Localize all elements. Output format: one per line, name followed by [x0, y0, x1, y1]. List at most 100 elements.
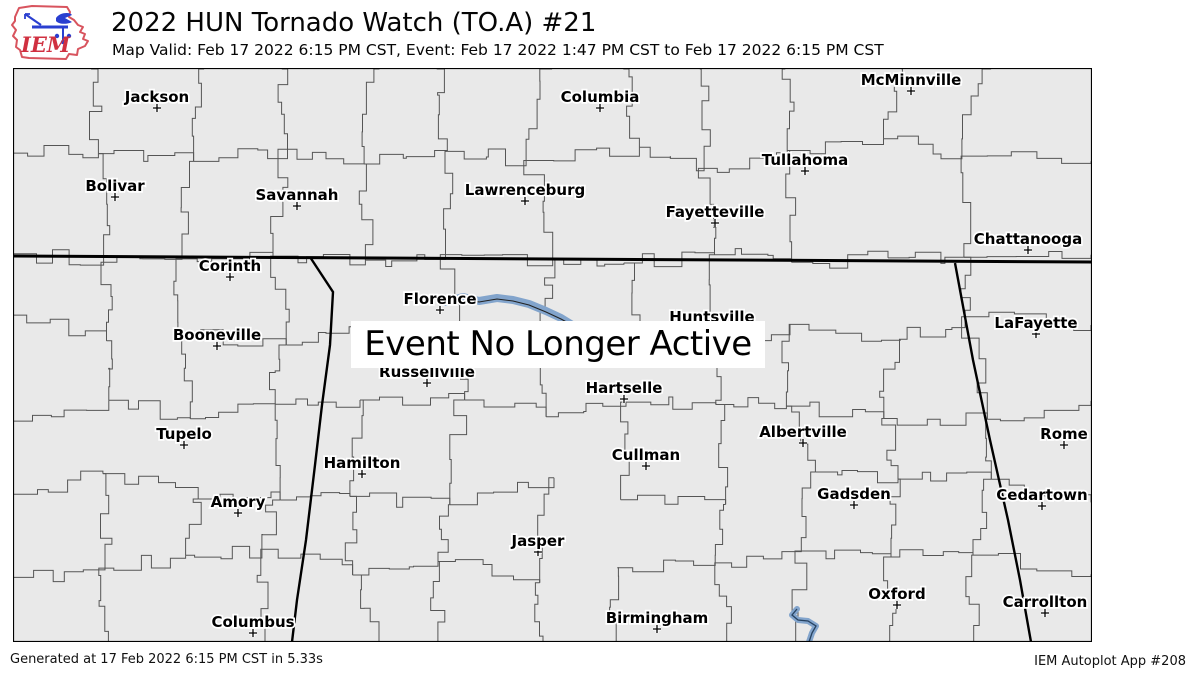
city-label-cullman: Cullman: [612, 446, 680, 464]
county-boundary-line: [786, 405, 816, 472]
county-boundary-line: [198, 491, 281, 508]
city-labels: Jackson Columbia McMinnville Bolivar Savanna…: [84, 69, 1090, 637]
county-boundary-line: [173, 258, 182, 334]
county-boundary-line: [715, 397, 787, 410]
city-marker-cross: [620, 395, 628, 403]
city-label-tupelo: Tupelo: [156, 425, 212, 443]
city-marker-cross: [801, 167, 809, 175]
county-boundary-line: [352, 561, 439, 576]
county-boundary-line: [349, 399, 364, 497]
county-boundary-line: [714, 248, 793, 263]
county-boundary-line: [14, 400, 110, 422]
city-label-savannah: Savannah: [256, 186, 339, 204]
county-boundary-line: [98, 150, 195, 162]
county-boundary-line: [177, 329, 287, 347]
county-boundary-line: [269, 344, 287, 405]
county-boundary-line: [180, 160, 194, 259]
city-marker-cross: [642, 462, 650, 470]
county-boundary-line: [14, 568, 106, 583]
city-label-hamilton: Hamilton: [324, 454, 401, 472]
city-label-lafayette: LaFayette: [994, 314, 1077, 332]
logo-iem-text: IEM: [20, 32, 71, 57]
county-boundary-line: [525, 68, 553, 161]
mississippi-alabama-state-line: [290, 256, 335, 642]
county-boundary-line: [287, 148, 365, 165]
city-label-columbus: Columbus: [211, 613, 294, 631]
county-boundary-line: [715, 404, 729, 505]
map-frame: [13, 68, 1092, 642]
county-boundary-line: [963, 251, 1092, 259]
county-boundary-line: [786, 401, 885, 419]
county-boundary-line: [991, 478, 1092, 503]
county-boundary-line: [464, 399, 547, 417]
weather-vane-icon: [24, 13, 72, 45]
city-label-jasper: Jasper: [511, 532, 566, 550]
rivers: [442, 293, 819, 642]
county-boundary-line: [185, 545, 263, 560]
county-boundary-line: [277, 68, 289, 150]
city-label-corinth: Corinth: [199, 257, 261, 275]
county-boundary-line: [352, 574, 380, 641]
city-label-oxford: Oxford: [868, 585, 925, 603]
county-boundary-line: [965, 311, 1092, 331]
county-boundary-line: [800, 471, 816, 551]
city-marker-cross: [423, 379, 431, 387]
tennessee-state-line: [13, 254, 1092, 264]
county-boundary-line: [626, 396, 717, 410]
county-boundary-line: [900, 316, 966, 340]
header: IEM 2022 HUN Tornado Watch (TO.A) #21 Ma…: [0, 0, 1200, 66]
county-boundary-line: [987, 400, 1092, 422]
city-marker-cross: [1024, 246, 1032, 254]
city-label-albertville: Albertville: [759, 423, 847, 441]
county-boundary-line: [879, 338, 901, 419]
county-boundary-line: [14, 249, 105, 266]
county-boundary-line: [344, 495, 358, 575]
county-boundary-line: [546, 402, 627, 418]
county-boundary-line: [108, 399, 191, 420]
county-boundary-line: [275, 398, 361, 408]
county-boundary-line: [534, 582, 544, 641]
coosa-river-channel: [791, 608, 817, 642]
county-boundary-line: [790, 323, 901, 342]
county-boundary-line: [523, 160, 554, 260]
county-boundary-line: [190, 403, 276, 420]
city-label-rome: Rome: [1040, 425, 1088, 443]
county-boundary-line: [256, 548, 269, 641]
county-boundary-line: [193, 148, 288, 162]
county-boundary-line: [889, 478, 901, 557]
county-boundary-line: [699, 68, 711, 169]
county-boundary-line: [791, 250, 889, 269]
city-marker-cross: [850, 501, 858, 509]
county-boundary-line: [185, 498, 202, 556]
county-boundary-line: [537, 477, 554, 583]
county-boundary-line: [98, 567, 109, 641]
app-id-text: IEM Autoplot App #208: [1034, 654, 1186, 669]
iem-logo: IEM: [11, 5, 89, 60]
city-label-booneville: Booneville: [173, 326, 261, 344]
page-title: 2022 HUN Tornado Watch (TO.A) #21: [111, 8, 597, 38]
county-boundary-line: [714, 562, 732, 641]
county-boundary-line: [270, 148, 289, 257]
county-boundary-line: [972, 478, 992, 556]
county-boundary-line: [360, 393, 466, 406]
event-status-banner: Event No Longer Active: [351, 321, 765, 368]
county-boundary-line: [438, 559, 541, 583]
map-valid-subtitle: Map Valid: Feb 17 2022 6:15 PM CST, Even…: [112, 41, 884, 59]
city-label-gadsden: Gadsden: [817, 485, 891, 503]
city-marker-cross: [596, 104, 604, 112]
county-boundary-line: [436, 68, 448, 152]
city-marker-cross: [180, 441, 188, 449]
county-boundary-line: [715, 551, 802, 568]
city-marker-cross: [249, 629, 257, 637]
city-marker-cross: [1041, 609, 1049, 617]
city-marker-cross: [1060, 441, 1068, 449]
county-boundary-line: [801, 549, 892, 560]
county-boundary-line: [960, 155, 972, 258]
city-label-lawrenceburg: Lawrenceburg: [465, 181, 585, 199]
city-marker-cross: [893, 601, 901, 609]
county-boundary-line: [14, 314, 107, 341]
alabama-georgia-state-line: [953, 262, 1033, 642]
city-label-cedartown: Cedartown: [996, 486, 1087, 504]
county-boundary-line: [623, 68, 640, 148]
